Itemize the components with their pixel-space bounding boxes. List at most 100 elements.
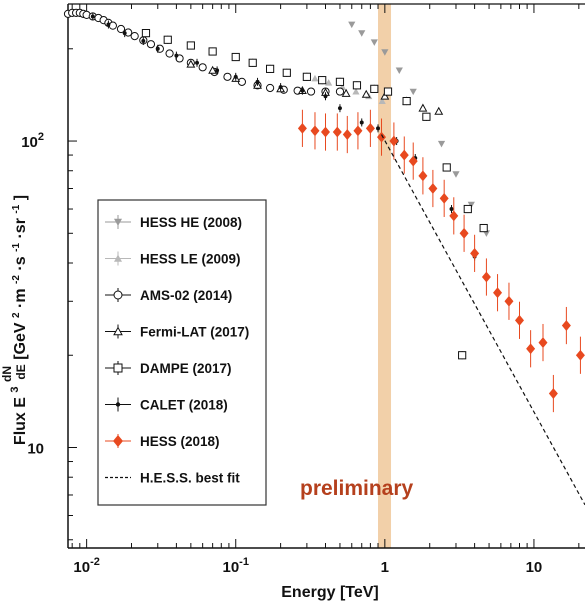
x-tick-label: 10-1 [222, 556, 248, 576]
data-point [265, 64, 275, 73]
data-point [208, 65, 218, 74]
legend-swatch-marker [113, 363, 123, 373]
data-point [122, 31, 127, 36]
data-point [108, 21, 117, 30]
data-point [130, 31, 139, 41]
series-4 [141, 29, 488, 360]
legend-swatch-marker [113, 326, 123, 336]
data-point [90, 14, 95, 19]
data-point [353, 125, 363, 137]
data-point [141, 39, 146, 44]
data-point [389, 135, 399, 147]
legend-swatch-marker [114, 254, 122, 262]
legend-swatch-marker [113, 290, 123, 300]
data-point [215, 68, 220, 73]
y-axis-title: Flux E 3 dN dE [GeV 2 ·m -2 ·s -1 ·sr -1… [0, 195, 29, 445]
data-point [458, 351, 467, 360]
svg-text:Flux E 3 d: Flux E 3 dN dE [GeV 2 ·m -2 ·s -1 ·sr -1… [0, 195, 29, 445]
legend-swatch-marker [115, 402, 121, 407]
legend-label: H.E.S.S. best fit [140, 471, 240, 486]
legend-label: CALET (2018) [140, 398, 228, 413]
data-point [297, 122, 307, 134]
legend-label: AMS-02 (2014) [140, 288, 232, 303]
data-point [381, 49, 389, 56]
data-point [383, 87, 393, 96]
data-point [341, 88, 351, 97]
data-point [311, 74, 319, 82]
data-point [479, 223, 488, 233]
data-point [233, 74, 238, 79]
data-point [365, 122, 375, 134]
data-point [337, 106, 342, 111]
data-point [323, 94, 328, 99]
data-point [526, 343, 536, 355]
legend-swatch-marker [114, 218, 122, 226]
data-point [359, 120, 364, 125]
data-point [418, 170, 428, 182]
data-point [361, 89, 371, 98]
data-point [481, 271, 491, 283]
data-point [248, 58, 257, 67]
data-point [538, 337, 548, 348]
data-point [321, 126, 331, 138]
data-point [335, 77, 345, 86]
data-point [575, 349, 585, 361]
data-point [195, 60, 200, 65]
data-point [449, 210, 459, 222]
data-point [434, 106, 444, 115]
data-point [352, 81, 362, 90]
legend-frame [97, 199, 267, 506]
y-title-frac-den: dE [14, 364, 28, 379]
series-6 [297, 109, 585, 413]
data-point [165, 49, 174, 58]
data-point [146, 40, 156, 49]
legend-label: Fermi-LAT (2017) [140, 325, 249, 340]
legend: HESS HE (2008) HESS LE (2009) AMS-02 (2014… [97, 199, 267, 506]
data-point [514, 314, 524, 326]
data-point [265, 83, 275, 93]
data-point [399, 149, 409, 161]
data-point [358, 30, 366, 37]
data-point [408, 155, 418, 167]
data-point [141, 29, 151, 38]
data-point [470, 247, 480, 259]
data-point [335, 87, 345, 96]
highlight-band-layer [378, 4, 392, 548]
data-point [561, 320, 571, 331]
data-point [395, 67, 403, 75]
legend-label: HESS LE (2009) [140, 252, 241, 267]
data-point [378, 97, 386, 104]
data-point [163, 35, 172, 44]
data-point [186, 41, 195, 50]
data-point [452, 171, 460, 178]
data-point [255, 79, 260, 84]
x-tick-label: 10-2 [73, 556, 99, 576]
data-point [116, 24, 126, 34]
data-point [306, 87, 316, 96]
data-point [380, 91, 390, 100]
data-point [223, 72, 232, 81]
data-point [428, 183, 438, 194]
data-point [231, 52, 240, 62]
data-point [418, 103, 428, 112]
data-point [278, 85, 283, 90]
best-fit-line [380, 134, 585, 506]
y-title-prefix: Flux E [12, 397, 29, 445]
y-tick-label: 10 [27, 441, 44, 458]
axes-layer: 10-2 10-1 1 10 10 102 [21, 3, 585, 576]
data-point [377, 131, 387, 143]
data-point [174, 53, 179, 58]
data-point [422, 112, 431, 121]
preliminary-annotation: preliminary [300, 477, 414, 500]
data-point [442, 163, 451, 172]
data-point [504, 295, 514, 307]
legend-label: HESS (2018) [140, 434, 220, 449]
y-title-frac: dN [0, 366, 14, 382]
data-point [318, 76, 327, 85]
data-point [208, 47, 217, 56]
legend-swatch-marker [113, 435, 123, 447]
legend-label: HESS HE (2008) [140, 215, 242, 230]
y-title-units: [GeV [12, 322, 29, 360]
data-point [155, 46, 160, 51]
x-axis-title: Energy [TeV] [281, 584, 379, 601]
